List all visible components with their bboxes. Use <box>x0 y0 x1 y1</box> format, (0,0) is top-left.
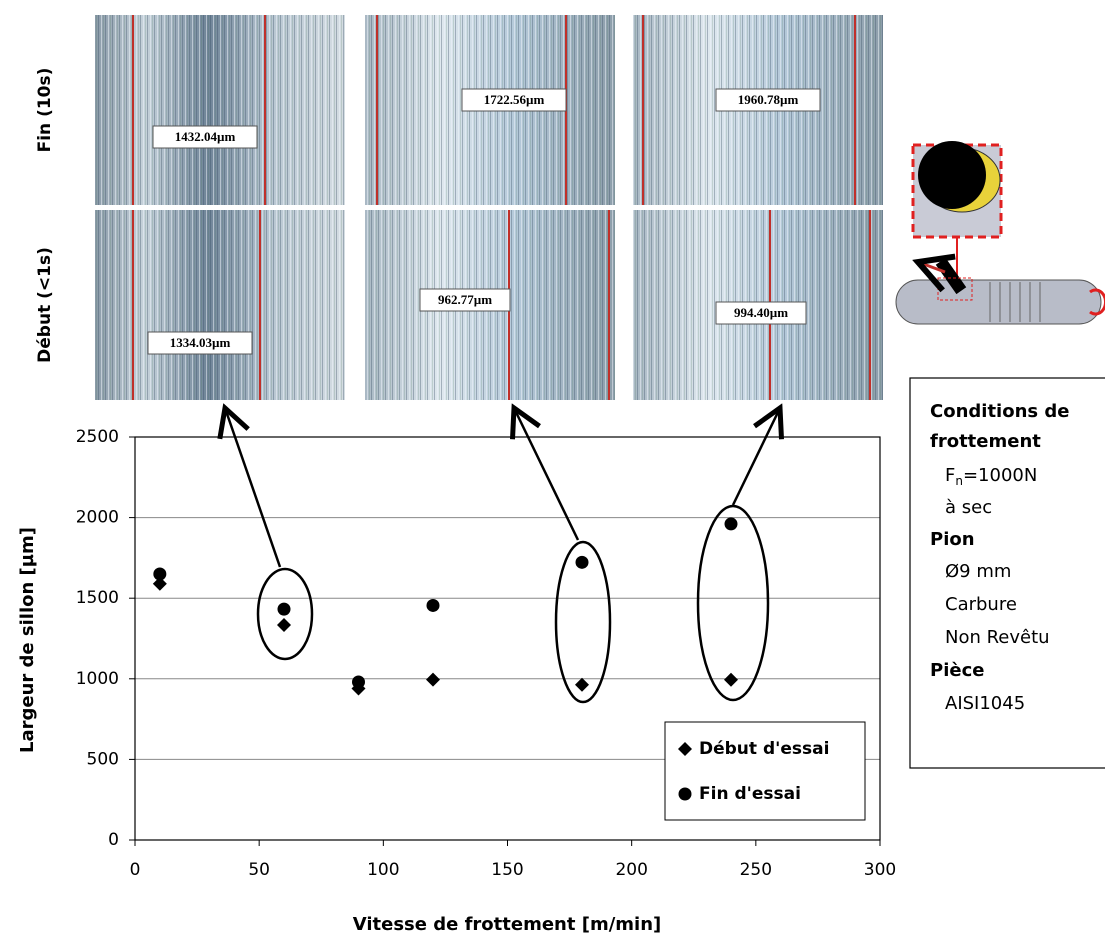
force-value: =1000N <box>963 465 1037 486</box>
x-tick-label: 200 <box>615 860 647 880</box>
conditions-box: Conditions de frottement Fn=1000N à sec … <box>909 377 1105 769</box>
chart: Largeur de sillon [µm] 05001000150020002… <box>17 427 896 935</box>
diamond-marker <box>575 677 589 692</box>
width-label: 1722.56µm <box>484 92 545 107</box>
circle-marker <box>724 517 738 531</box>
plot-frame <box>134 436 881 841</box>
circle-marker <box>678 787 692 801</box>
y-tick-label: 0 <box>108 830 119 850</box>
force-symbol: F <box>945 465 955 486</box>
y-tick-label: 1500 <box>76 588 119 608</box>
force: Fn=1000N <box>945 465 1037 488</box>
width-label: 994.40µm <box>734 305 788 320</box>
width-label: 1960.78µm <box>738 92 799 107</box>
environment: à sec <box>945 497 992 518</box>
circle-marker <box>153 567 167 581</box>
y-tick-label: 1000 <box>76 669 119 689</box>
diamond-marker <box>678 742 692 756</box>
x-tick-label: 0 <box>130 860 141 880</box>
circle-marker <box>575 555 589 569</box>
x-tick-label: 50 <box>248 860 270 880</box>
width-label: 1432.04µm <box>175 129 236 144</box>
diamond-marker <box>277 617 291 632</box>
y-tick-label: 2500 <box>76 427 119 447</box>
diamond-marker <box>426 672 440 687</box>
pin-line: Ø9 mm <box>945 561 1011 582</box>
x-tick-label: 300 <box>864 860 896 880</box>
x-tick-label: 250 <box>740 860 772 880</box>
pin-title: Pion <box>930 529 975 550</box>
part-title: Pièce <box>930 660 984 681</box>
row-label: Fin (10s) <box>35 68 55 153</box>
circle-marker <box>352 675 365 689</box>
conditions-title: Conditions de <box>930 401 1069 422</box>
y-axis-title: Largeur de sillon [µm] <box>17 527 38 753</box>
y-tick-label: 500 <box>87 749 119 769</box>
part-line: AISI1045 <box>945 693 1025 714</box>
x-tick-label: 150 <box>491 860 523 880</box>
circle-marker <box>426 598 440 612</box>
diamond-marker <box>724 672 738 687</box>
annotations <box>225 408 780 704</box>
pin-line: Carbure <box>945 594 1017 615</box>
diamond-marker <box>152 576 167 591</box>
legend-box <box>664 721 866 821</box>
legend-label: Début d'essai <box>699 739 829 759</box>
micrographs: 1432.04µm 1722.56µm 1960.78µm 1334.03µm … <box>35 15 883 400</box>
setup-sketch <box>895 141 1105 325</box>
y-tick-label: 2000 <box>76 508 119 528</box>
legend-label: Fin d'essai <box>699 784 801 804</box>
circle-marker <box>277 602 291 616</box>
x-axis-title: Vitesse de frottement [m/min] <box>353 914 662 935</box>
groove-edges <box>132 15 871 400</box>
x-tick-label: 100 <box>367 860 399 880</box>
pin-line: Non Revêtu <box>945 627 1050 648</box>
force-subscript: n <box>955 474 963 488</box>
width-label: 962.77µm <box>438 292 492 307</box>
conditions-title: frottement <box>930 431 1041 452</box>
width-label: 1334.03µm <box>170 335 231 350</box>
row-label: Début (<1s) <box>35 247 55 363</box>
